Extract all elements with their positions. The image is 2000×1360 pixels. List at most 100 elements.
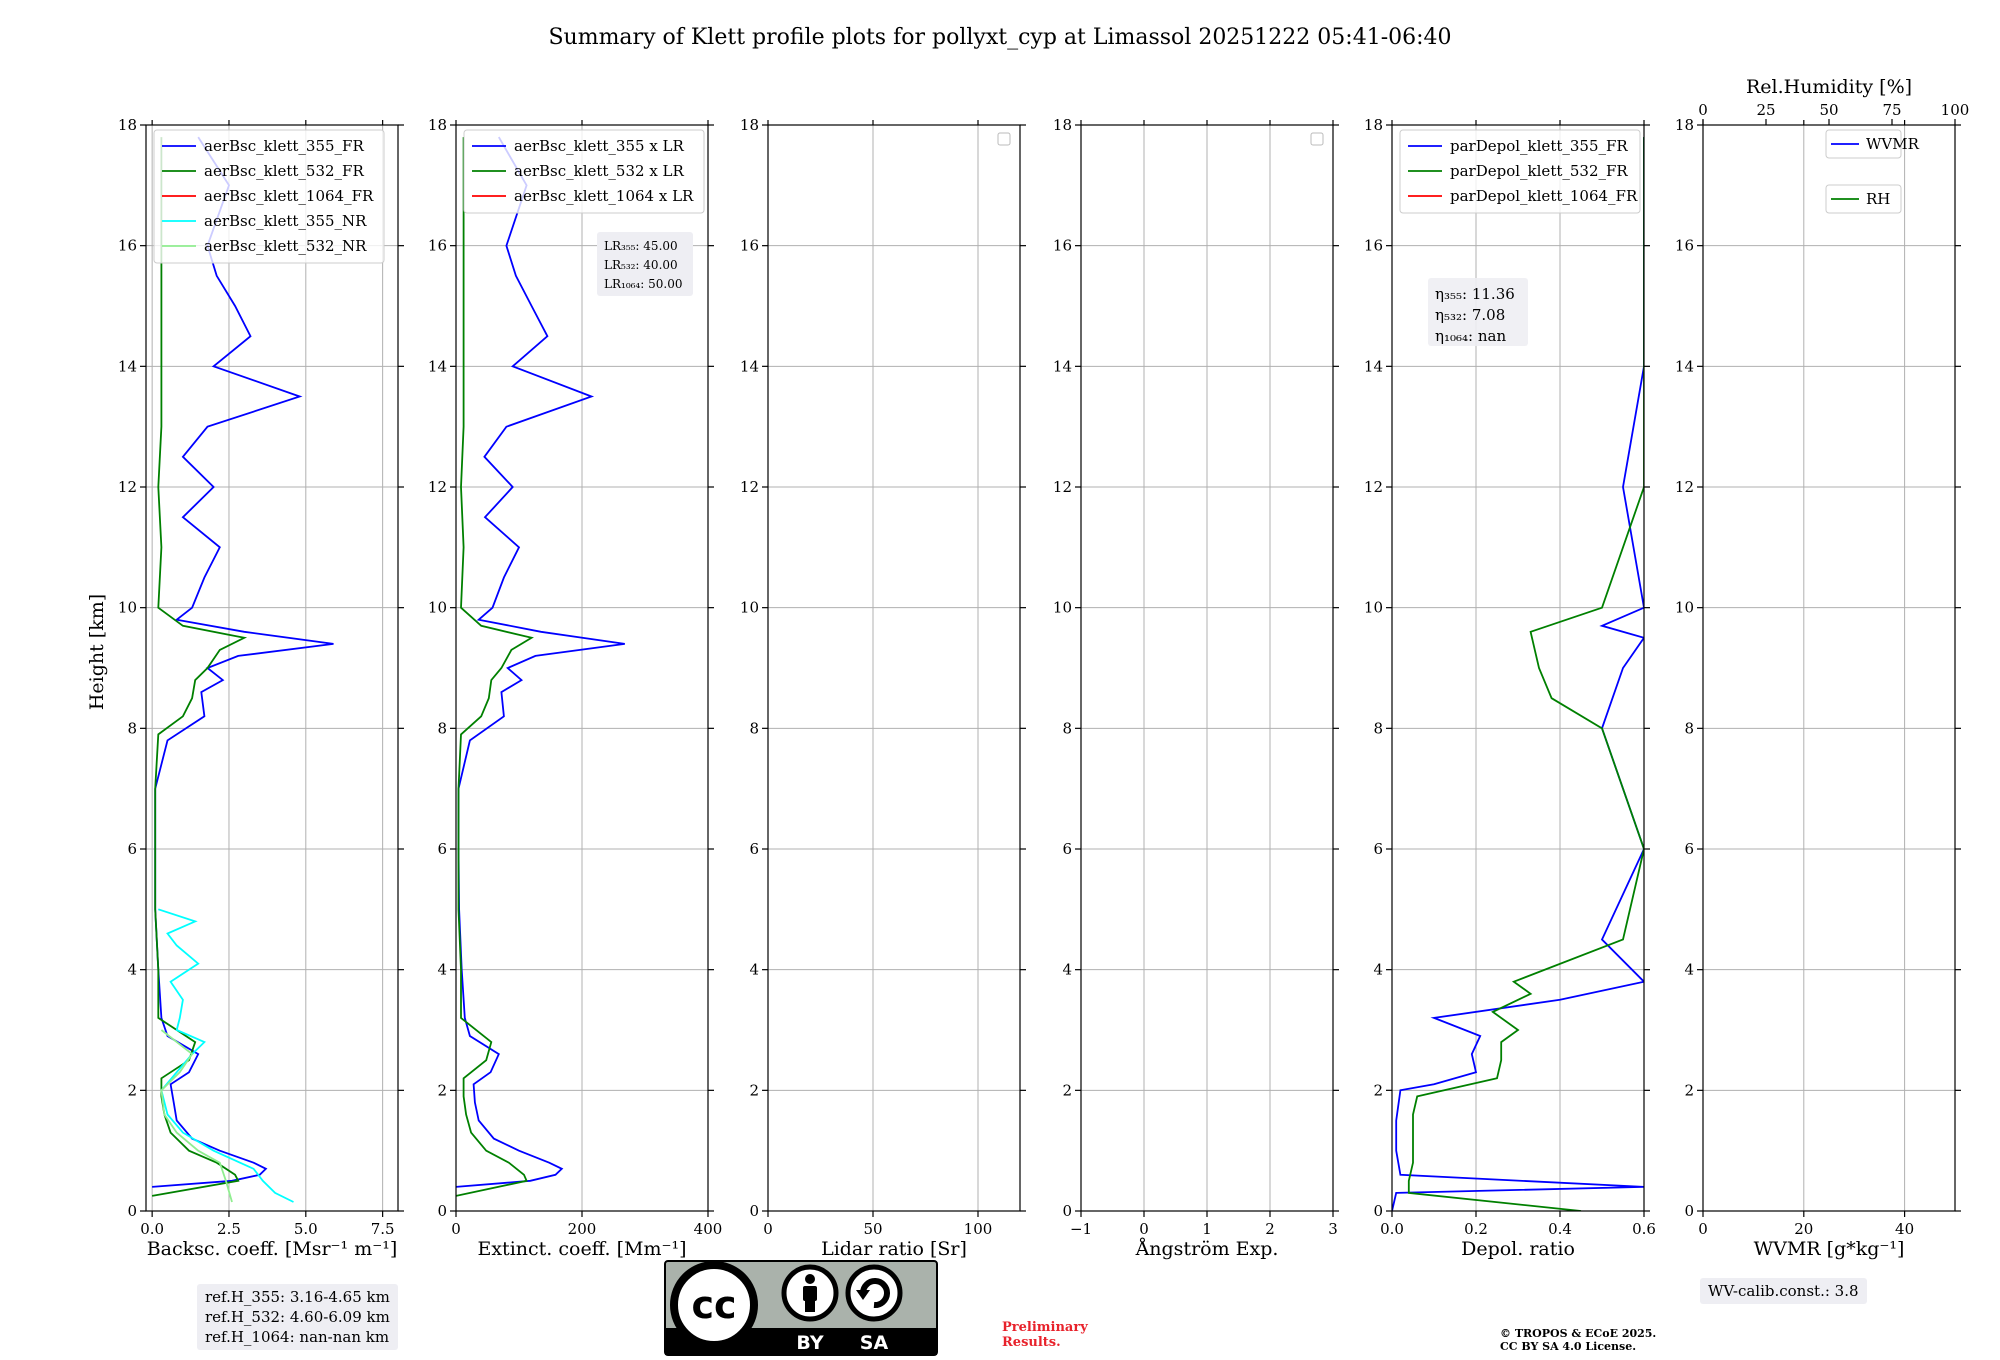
legend-entry: aerBsc_klett_355_NR [204, 212, 367, 230]
y-tick-label: 14 [1364, 357, 1383, 375]
eta-value: η₅₃₂: 7.08 [1435, 306, 1505, 324]
top-x-axis-label: Rel.Humidity [%] [1746, 76, 1912, 98]
y-tick-label: 10 [428, 599, 447, 617]
legend-entry: parDepol_klett_532_FR [1450, 162, 1628, 180]
eta-value: η₁₀₆₄: nan [1435, 327, 1506, 345]
y-tick-label: 18 [1053, 116, 1072, 134]
y-tick-label: 16 [1053, 237, 1072, 255]
y-tick-label: 10 [1364, 599, 1383, 617]
x-tick-label: 0.4 [1548, 1220, 1572, 1238]
y-tick-label: 14 [118, 357, 137, 375]
lidar-ratio-value: LR₁₀₆₄: 50.00 [604, 277, 682, 291]
top-x-tick-label: 50 [1819, 101, 1838, 119]
empty-legend-box [997, 132, 1011, 146]
series-aerBsc_klett_532_FR [151, 137, 248, 1197]
wv-calibration-box: WV-calib.const.: 3.8 [1700, 1278, 1867, 1304]
x-tick-label: 3 [1328, 1220, 1338, 1238]
series-group [151, 136, 334, 1203]
lidar-ratio-value: LR₅₃₂: 40.00 [604, 258, 678, 272]
y-tick-label: 16 [740, 237, 759, 255]
x-tick-label: 0 [451, 1220, 461, 1238]
svg-text:cc: cc [691, 1283, 736, 1327]
x-axis-label: Ångström Exp. [1135, 1238, 1279, 1260]
x-tick-label: 0.0 [1380, 1220, 1404, 1238]
y-tick-label: 12 [1364, 478, 1383, 496]
y-tick-label: 18 [1364, 116, 1383, 134]
x-axis-label: Lidar ratio [Sr] [821, 1238, 967, 1260]
y-tick-label: 2 [127, 1081, 137, 1099]
y-tick-label: 2 [437, 1081, 447, 1099]
eta-value: η₃₅₅: 11.36 [1435, 285, 1515, 303]
axes-frame [145, 124, 399, 1212]
x-tick-label: 20 [1794, 1220, 1813, 1238]
empty-legend-box [1310, 132, 1324, 146]
legend-entry: RH [1866, 190, 1890, 208]
x-tick-label: 0 [1139, 1220, 1149, 1238]
y-tick-label: 16 [1364, 237, 1383, 255]
panel-backscatter: 0.0 2.5 5.0 7.5 0 2 4 6 8 10 12 14 16 18 Backsc. coeff… [118, 116, 404, 1260]
legend-box [1399, 129, 1641, 214]
lidar-ratio-value: LR₃₅₅: 45.00 [604, 239, 678, 253]
y-tick-label: 12 [740, 478, 759, 496]
series-aerBsc_klett_532 x LR [456, 137, 534, 1197]
y-tick-label: 12 [1053, 478, 1072, 496]
sa-share-icon [845, 1264, 903, 1322]
y-tick-label: 8 [127, 719, 137, 737]
top-x-tick-label: 25 [1756, 101, 1775, 119]
legend-entry: aerBsc_klett_355_FR [204, 137, 364, 155]
legend-box [153, 129, 385, 264]
y-tick-label: 12 [1675, 478, 1694, 496]
top-x-tick-label: 100 [1941, 101, 1970, 119]
y-tick-label: 16 [428, 237, 447, 255]
x-tick-label: 200 [568, 1220, 597, 1238]
preliminary-results-note: Preliminary Results. [1002, 1320, 1088, 1350]
y-tick-label: 18 [740, 116, 759, 134]
legend-box [463, 129, 705, 214]
y-tick-label: 8 [1373, 719, 1383, 737]
y-tick-label: 0 [127, 1202, 137, 1220]
by-person-icon [781, 1264, 839, 1322]
x-tick-label: 2.5 [217, 1220, 241, 1238]
y-tick-label: 18 [428, 116, 447, 134]
y-tick-label: 14 [1675, 357, 1694, 375]
x-axis-label: Backsc. coeff. [Msr⁻¹ m⁻¹] [147, 1238, 398, 1260]
x-axis-label: Extinct. coeff. [Mm⁻¹] [477, 1238, 686, 1260]
axes-frame [1702, 124, 1956, 1212]
y-tick-label: 2 [1373, 1081, 1383, 1099]
y-tick-label: 10 [740, 599, 759, 617]
x-tick-label: 40 [1895, 1220, 1914, 1238]
wv-calib-text: WV-calib.const.: 3.8 [1708, 1282, 1859, 1300]
legend-box [1825, 184, 1902, 214]
y-tick-label: 6 [1062, 840, 1072, 858]
preliminary-line-1: Preliminary [1002, 1320, 1088, 1335]
series-aerBsc_klett_355_FR [152, 136, 334, 1188]
y-tick-label: 8 [749, 719, 759, 737]
copyright-note: © TROPOS & ECoE 2025. CC BY SA 4.0 Licen… [1500, 1327, 1656, 1353]
legend-entry: aerBsc_klett_532_FR [204, 162, 364, 180]
y-tick-label: 2 [1684, 1081, 1694, 1099]
panel-depol: 0.0 0.2 0.4 0.6 0 2 4 6 8 10 12 14 16 18 Depol. ratio p… [1364, 116, 1656, 1260]
x-tick-label: 0 [763, 1220, 773, 1238]
x-tick-label: 100 [964, 1220, 993, 1238]
y-tick-label: 6 [1684, 840, 1694, 858]
y-tick-label: 10 [1053, 599, 1072, 617]
ref-h-532: ref.H_532: 4.60-6.09 km [205, 1308, 390, 1326]
x-tick-label: −1 [1070, 1220, 1092, 1238]
top-x-tick-label: 0 [1698, 101, 1708, 119]
legend-entry: aerBsc_klett_355 x LR [514, 137, 685, 155]
y-tick-label: 6 [437, 840, 447, 858]
x-tick-label: 1 [1202, 1220, 1212, 1238]
ref-h-1064: ref.H_1064: nan-nan km [205, 1328, 390, 1346]
top-x-tick-label: 75 [1882, 101, 1901, 119]
series-aerBsc_klett_355_NR [158, 908, 294, 1203]
y-tick-label: 14 [428, 357, 447, 375]
y-tick-label: 14 [740, 357, 759, 375]
series-parDepol_klett_355_FR [1392, 137, 1644, 1211]
y-tick-label: 6 [749, 840, 759, 858]
copyright-line-2: CC BY SA 4.0 License. [1500, 1340, 1637, 1353]
y-tick-label: 18 [1675, 116, 1694, 134]
y-tick-label: 4 [437, 961, 447, 979]
y-tick-label: 10 [118, 599, 137, 617]
